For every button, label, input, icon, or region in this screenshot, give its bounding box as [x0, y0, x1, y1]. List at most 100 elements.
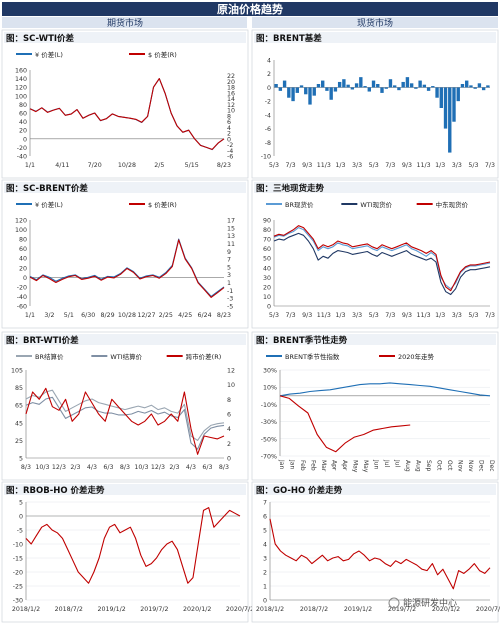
- chart-panel-2: 图：SC-BRENT价差 ¥ 价差(L) $ 价差(R) 120 100 80 60 40 20…: [1, 179, 249, 329]
- y-tick-label: -40: [17, 154, 27, 161]
- bar: [321, 80, 325, 88]
- series-line: [279, 382, 491, 397]
- y-tick-label: 10: [263, 294, 271, 301]
- x-tick-label: 2/5: [154, 162, 164, 169]
- right-header: 现货市场: [357, 17, 393, 29]
- x-tick-label: Feb: [299, 460, 306, 471]
- chart-title-bar: [4, 484, 246, 495]
- x-tick-label: 3/3: [452, 162, 462, 169]
- x-tick-label: Jan: [278, 459, 285, 469]
- y-tick-label: -30%: [261, 419, 277, 426]
- y-tick-label: -10: [13, 542, 23, 549]
- y-tick-label: 0: [23, 136, 27, 143]
- y-tick-label: 0: [267, 85, 271, 92]
- bar: [333, 87, 338, 92]
- y-tick-label: 0: [267, 304, 271, 311]
- y-right-tick-label: -2: [227, 142, 233, 149]
- chart-frame: [1, 481, 249, 623]
- bar: [274, 84, 278, 88]
- bar: [359, 77, 363, 88]
- bar: [363, 86, 367, 88]
- x-tick-label: 8/23: [217, 162, 231, 169]
- right-header-bar: [252, 17, 498, 28]
- bar: [405, 77, 410, 88]
- y-tick-label: -6: [265, 126, 271, 133]
- x-tick-label: 7/20: [88, 162, 102, 169]
- y-tick-label: -4: [265, 112, 271, 119]
- y-tick-label: 60: [263, 246, 271, 253]
- chart-title: 图：BRT-WTI价差: [6, 335, 79, 346]
- chart-frame: [1, 29, 249, 179]
- x-tick-label: 2020/7/2: [226, 606, 254, 613]
- x-tick-label: 6/3: [202, 464, 212, 471]
- bar: [469, 85, 473, 88]
- y-tick-label: 4: [267, 58, 271, 65]
- x-tick-label: Jun: [373, 459, 380, 470]
- y-tick-label: 4: [263, 542, 267, 549]
- x-tick-label: 10/3: [134, 464, 148, 471]
- bar: [291, 87, 295, 102]
- chart-frame: [251, 179, 499, 329]
- bar: [435, 87, 439, 98]
- y-tick-label: 80: [263, 227, 271, 234]
- bar: [414, 87, 418, 89]
- x-tick-label: 9/3: [402, 162, 412, 169]
- banner-title: 原油价格趋势: [217, 2, 283, 16]
- y-tick-label: -40: [17, 294, 27, 301]
- y-tick-label: 0: [23, 275, 27, 282]
- bar: [443, 87, 448, 129]
- x-tick-label: 3/3: [452, 312, 462, 319]
- chart-panel-6: 图：RBOB-HO 价差走势 5 0 -5 -10 -15 -20 -25 -302018/1/…: [1, 481, 254, 623]
- x-tick-label: 8/3: [219, 464, 229, 471]
- y-right-tick-label: 2: [227, 131, 231, 138]
- bar: [393, 85, 397, 88]
- y-tick-label: 80: [19, 237, 27, 244]
- y-right-tick-label: 10: [227, 382, 235, 389]
- x-tick-label: 3/3: [352, 312, 362, 319]
- x-tick-label: 2018/1/2: [256, 606, 284, 613]
- bar: [422, 84, 427, 88]
- y-tick-label: -25: [13, 584, 23, 591]
- bar: [308, 87, 312, 105]
- y-right-tick-label: 6: [227, 412, 231, 419]
- bar: [367, 87, 371, 92]
- x-tick-label: 4/3: [186, 464, 196, 471]
- x-tick-label: 6/30: [81, 312, 95, 319]
- x-tick-label: Aug: [415, 460, 422, 472]
- legend-label: 跨市价差(R): [186, 352, 222, 361]
- chart-title: 图：RBOB-HO 价差走势: [6, 485, 105, 496]
- x-tick-label: Jul: [394, 459, 401, 468]
- x-tick-label: Apr: [341, 460, 348, 471]
- x-tick-label: 5/3: [369, 162, 379, 169]
- chart-frame: [251, 29, 499, 179]
- x-tick-label: Dec: [478, 460, 485, 472]
- y-right-tick-label: 8: [227, 113, 231, 120]
- y-tick-label: 85: [15, 385, 23, 392]
- x-tick-label: 1/3: [435, 162, 445, 169]
- y-right-tick-label: 16: [227, 90, 235, 97]
- y-right-tick-label: 11: [227, 241, 235, 248]
- x-tick-label: Mar: [320, 460, 327, 472]
- y-right-tick-label: 3: [227, 272, 231, 279]
- x-tick-label: 11/3: [317, 312, 331, 319]
- y-right-tick-label: -3: [227, 296, 233, 303]
- x-tick-label: 5/3: [468, 162, 478, 169]
- legend-label: $ 价差(R): [148, 50, 177, 59]
- chart-frame: [1, 331, 249, 481]
- y-right-tick-label: 4: [227, 426, 231, 433]
- x-tick-label: 9/3: [302, 162, 312, 169]
- y-tick-label: 60: [19, 111, 27, 118]
- y-right-tick-label: 5: [227, 264, 231, 271]
- bar: [329, 87, 333, 100]
- x-tick-label: 7/3: [286, 162, 296, 169]
- x-tick-label: 2020/7/2: [476, 606, 500, 613]
- y-tick-label: 160: [15, 68, 27, 75]
- y-tick-label: 40: [19, 119, 27, 126]
- x-tick-label: 9/3: [402, 312, 412, 319]
- y-tick-label: 90: [263, 218, 271, 225]
- y-right-tick-label: 14: [227, 96, 235, 103]
- x-tick-label: 1/3: [335, 162, 345, 169]
- chart-title-bar: [254, 334, 496, 345]
- x-tick-label: 1/1: [25, 162, 35, 169]
- x-tick-label: 2/3: [169, 464, 179, 471]
